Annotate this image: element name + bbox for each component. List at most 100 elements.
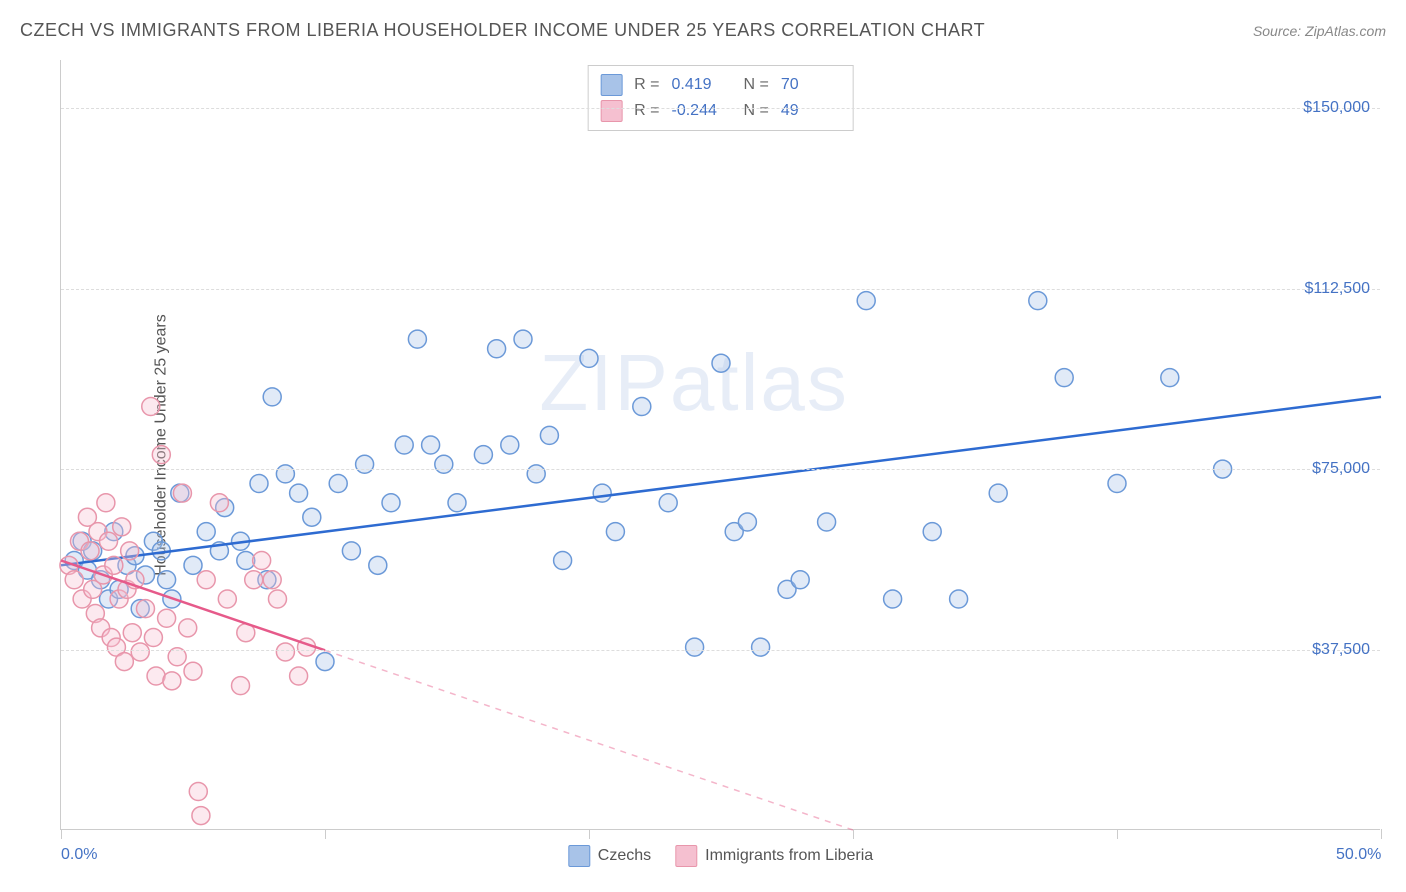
scatter-point (422, 436, 440, 454)
scatter-point (123, 624, 141, 642)
scatter-point (136, 600, 154, 618)
scatter-point (382, 494, 400, 512)
scatter-point (527, 465, 545, 483)
scatter-point (554, 552, 572, 570)
scatter-point (633, 398, 651, 416)
ytick-label: $150,000 (1303, 99, 1370, 117)
scatter-point (218, 590, 236, 608)
scatter-point (276, 643, 294, 661)
scatter-point (303, 508, 321, 526)
xtick (1381, 829, 1382, 839)
scatter-point (540, 426, 558, 444)
scatter-point (115, 653, 133, 671)
scatter-point (342, 542, 360, 560)
legend-item-czechs: Czechs (568, 845, 651, 867)
scatter-point (514, 330, 532, 348)
scatter-point (593, 484, 611, 502)
chart-title: CZECH VS IMMIGRANTS FROM LIBERIA HOUSEHO… (20, 20, 985, 41)
ytick-label: $37,500 (1312, 641, 1370, 659)
scatter-point (395, 436, 413, 454)
scatter-point (263, 388, 281, 406)
legend-swatch-liberia-bottom (675, 845, 697, 867)
scatter-point (245, 571, 263, 589)
scatter-point (488, 340, 506, 358)
scatter-point (474, 446, 492, 464)
scatter-point (105, 556, 123, 574)
scatter-point (81, 542, 99, 560)
scatter-point (276, 465, 294, 483)
scatter-point (950, 590, 968, 608)
scatter-point (158, 571, 176, 589)
scatter-point (752, 638, 770, 656)
scatter-point (884, 590, 902, 608)
scatter-point (131, 643, 149, 661)
scatter-point (1108, 475, 1126, 493)
xtick (325, 829, 326, 839)
legend-label-liberia: Immigrants from Liberia (705, 847, 873, 865)
series-legend: Czechs Immigrants from Liberia (568, 845, 873, 867)
scatter-point (268, 590, 286, 608)
scatter-point (738, 513, 756, 531)
xtick (1117, 829, 1118, 839)
gridline (61, 650, 1380, 651)
scatter-point (316, 653, 334, 671)
scatter-point (250, 475, 268, 493)
scatter-point (142, 398, 160, 416)
scatter-point (435, 455, 453, 473)
scatter-point (179, 619, 197, 637)
scatter-point (144, 629, 162, 647)
scatter-point (606, 523, 624, 541)
scatter-point (1161, 369, 1179, 387)
scatter-point (1055, 369, 1073, 387)
scatter-point (189, 783, 207, 801)
chart-plot-area: Householder Income Under 25 years ZIPatl… (60, 60, 1380, 830)
scatter-svg (61, 60, 1380, 829)
trend-line-dashed (325, 650, 853, 830)
xtick-label: 0.0% (61, 846, 97, 864)
scatter-point (173, 484, 191, 502)
scatter-point (712, 354, 730, 372)
scatter-point (448, 494, 466, 512)
scatter-point (501, 436, 519, 454)
scatter-point (197, 571, 215, 589)
scatter-point (408, 330, 426, 348)
scatter-point (857, 292, 875, 310)
ytick-label: $112,500 (1304, 280, 1370, 298)
gridline (61, 289, 1380, 290)
scatter-point (659, 494, 677, 512)
legend-item-liberia: Immigrants from Liberia (675, 845, 873, 867)
legend-label-czechs: Czechs (598, 847, 651, 865)
scatter-point (197, 523, 215, 541)
xtick (589, 829, 590, 839)
scatter-point (232, 677, 250, 695)
scatter-point (184, 662, 202, 680)
xtick-label: 50.0% (1336, 846, 1381, 864)
ytick-label: $75,000 (1312, 460, 1370, 478)
scatter-point (290, 667, 308, 685)
scatter-point (686, 638, 704, 656)
gridline (61, 469, 1380, 470)
scatter-point (121, 542, 139, 560)
scatter-point (158, 609, 176, 627)
chart-source: Source: ZipAtlas.com (1253, 23, 1386, 39)
scatter-point (791, 571, 809, 589)
scatter-point (290, 484, 308, 502)
scatter-point (253, 552, 271, 570)
legend-swatch-czechs-bottom (568, 845, 590, 867)
scatter-point (65, 571, 83, 589)
scatter-point (580, 349, 598, 367)
scatter-point (989, 484, 1007, 502)
chart-header: CZECH VS IMMIGRANTS FROM LIBERIA HOUSEHO… (20, 20, 1386, 41)
scatter-point (152, 446, 170, 464)
scatter-point (100, 532, 118, 550)
xtick (61, 829, 62, 839)
scatter-point (369, 556, 387, 574)
scatter-point (1029, 292, 1047, 310)
scatter-point (192, 807, 210, 825)
scatter-point (923, 523, 941, 541)
scatter-point (97, 494, 115, 512)
xtick (853, 829, 854, 839)
scatter-point (263, 571, 281, 589)
scatter-point (163, 672, 181, 690)
gridline (61, 108, 1380, 109)
